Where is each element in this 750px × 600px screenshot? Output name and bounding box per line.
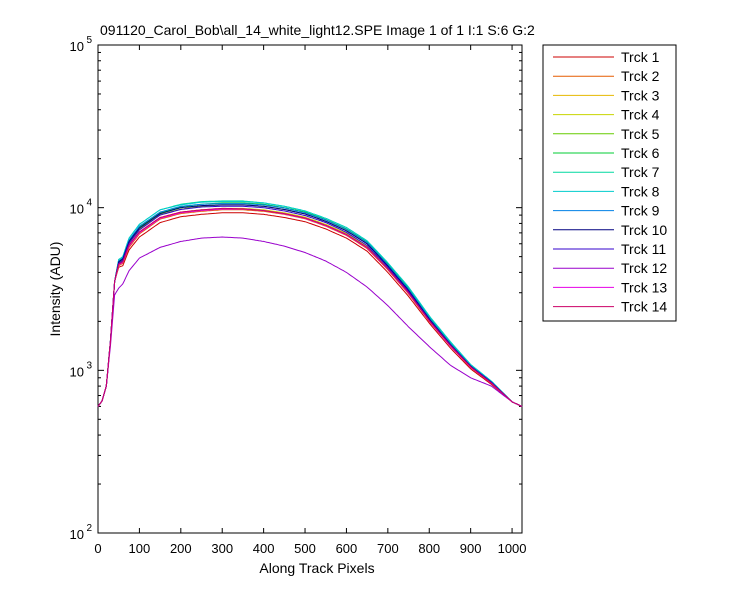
x-tick-label: 300 [211,541,233,556]
series-line-14 [97,207,523,407]
series-line-10 [97,204,523,407]
y-axis-label: Intensity (ADU) [47,242,63,337]
y-tick-exponent: 2 [86,523,92,534]
chart-title: 091120_Carol_Bob\all_14_white_light12.SP… [100,22,535,38]
x-tick-label: 600 [336,541,358,556]
legend-label-9: Trck 9 [621,203,660,219]
legend-box [542,44,677,322]
legend-label-11: Trck 11 [621,241,666,257]
series-line-9 [97,203,523,407]
series-line-13 [97,208,523,407]
y-tick-exponent: 3 [86,360,92,371]
x-tick-label: 0 [94,541,101,556]
legend-label-14: Trck 14 [621,299,667,315]
legend: Trck 1 Trck 2 Trck 3 Trck 4 Trck 5 Trck 6 Trck… [542,44,677,322]
x-axis: 0 100 200 300 400 500 600 700 800 900 1000 [94,45,527,556]
legend-label-2: Trck 2 [621,68,660,84]
legend-label-10: Trck 10 [621,222,667,238]
x-tick-label: 700 [377,541,399,556]
legend-label-1: Trck 1 [621,49,660,65]
series-line-4 [97,207,523,407]
x-tick-label: 800 [418,541,440,556]
series-line-1 [97,212,523,407]
plot-frame [97,44,523,534]
series-line-5 [97,204,523,407]
y-tick-label: 10 [70,527,84,542]
y-tick-label: 10 [70,202,84,217]
legend-label-6: Trck 6 [621,145,660,161]
y-tick-label: 10 [70,39,84,54]
series-line-8 [97,201,523,407]
x-tick-label: 200 [170,541,192,556]
series-line-3 [97,208,523,407]
legend-label-8: Trck 8 [621,183,660,199]
legend-label-7: Trck 7 [621,164,660,180]
legend-label-4: Trck 4 [621,107,660,123]
x-tick-label: 400 [253,541,275,556]
series-line-6 [97,202,523,407]
x-tick-label: 900 [460,541,482,556]
x-tick-label: 500 [294,541,316,556]
y-tick-exponent: 5 [86,35,92,46]
y-tick-exponent: 4 [86,198,92,209]
legend-label-13: Trck 13 [621,279,667,295]
series-line-7 [97,200,523,407]
x-tick-label: 100 [129,541,151,556]
legend-label-12: Trck 12 [621,260,667,276]
series-line-11 [97,205,523,407]
series-line-12 [97,236,523,407]
legend-label-3: Trck 3 [621,87,660,103]
series-group [97,200,523,407]
series-line-2 [97,209,523,407]
x-axis-label: Along Track Pixels [259,560,374,576]
y-tick-label: 10 [70,364,84,379]
legend-label-5: Trck 5 [621,126,660,142]
x-tick-label: 1000 [498,541,527,556]
